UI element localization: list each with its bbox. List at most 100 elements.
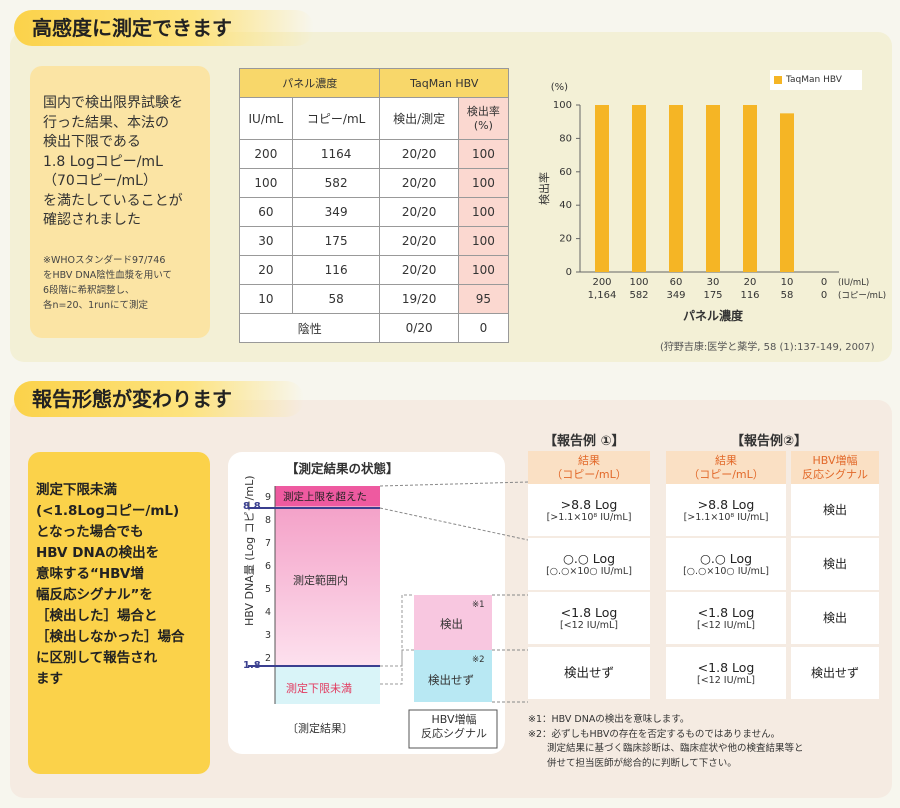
table-cell: 175	[291, 226, 381, 256]
report-cell: ○.○ Log [○.○×10○ IU/mL]	[666, 538, 786, 590]
x-tick-label-copies: 582	[629, 290, 648, 301]
report-cell: >8.8 Log [>1.1×10⁸ IU/mL]	[666, 484, 786, 536]
report-signal: 検出せず	[810, 666, 859, 680]
mark-upper: 8.8	[243, 501, 261, 512]
table-cell: 116	[291, 255, 381, 285]
detection-rate-chart: 020406080100(%)検出率2001,16410058260349301…	[537, 82, 886, 323]
table-cell: 10	[239, 284, 293, 314]
y-tick-label: 20	[559, 234, 572, 245]
bar	[780, 113, 794, 272]
table-cell: 100	[457, 226, 510, 256]
report-cell: <1.8 Log [<12 IU/mL]	[666, 647, 786, 699]
legend-swatch	[774, 75, 782, 84]
report-main: ○.○ Log	[699, 551, 753, 566]
report-signal: 検出	[822, 557, 847, 571]
table-cell: 100	[457, 255, 510, 285]
report-main: <1.8 Log	[697, 660, 755, 675]
bar	[669, 105, 683, 272]
report1-title: 【報告例 ①】	[544, 434, 625, 449]
table-row: 100 582 20/20 100	[239, 168, 510, 198]
state-ytick: 5	[265, 584, 272, 595]
x-tick-label: 60	[670, 277, 683, 288]
table-cell: 100	[457, 168, 510, 198]
signal-caption: HBV増幅 反応シグナル	[421, 713, 487, 740]
x-tick-label-copies: 1,164	[588, 290, 617, 301]
state-ytick: 9	[265, 492, 272, 503]
state-title: 【測定結果の状態】	[286, 461, 399, 476]
report-signal: 検出	[822, 503, 847, 517]
result-caption: 〔測定結果〕	[287, 722, 353, 735]
table-row: 20 116 20/20 100	[239, 255, 510, 285]
table-cell: 20/20	[379, 139, 459, 169]
x-tick-label-copies: 349	[666, 290, 685, 301]
report-sub: [>1.1×10⁸ IU/mL]	[546, 512, 632, 523]
report2-col-signal: HBV増幅 反応シグナル	[791, 451, 879, 484]
bar	[632, 105, 646, 272]
y-tick-label: 0	[566, 267, 572, 278]
y-tick-label: 80	[559, 133, 572, 144]
report-main: >8.8 Log	[697, 497, 755, 512]
y-tick-label: 100	[553, 100, 572, 111]
detect-label: 検出	[440, 617, 463, 631]
detect-box	[414, 595, 492, 650]
report-cell: 検出せず	[791, 647, 879, 699]
report-cell: 検出せず	[528, 647, 650, 699]
report-main: <1.8 Log	[697, 605, 755, 620]
sensitivity-note-sub: ※WHOスタンダード97/746 をHBV DNA陰性血漿を用いて 6段階に希釈…	[43, 254, 173, 311]
note2-mark: ※2	[472, 655, 485, 665]
report-main: ○.○ Log	[562, 551, 616, 566]
report-sub: [<12 IU/mL]	[697, 675, 755, 686]
legend-label: TaqMan HBV	[786, 75, 842, 85]
report-cell: 検出	[791, 592, 879, 644]
table-cell: 20/20	[379, 255, 459, 285]
table-row: 200 1164 20/20 100	[239, 139, 510, 169]
range-upper-band	[275, 486, 380, 506]
chart-legend: TaqMan HBV	[770, 70, 862, 90]
table-cell: 60	[239, 197, 293, 227]
report-format-text: 測定下限未満 (<1.8Logコピー/mL) となった場合でも HBV DNAの…	[36, 482, 185, 687]
x-tick-label-copies: 116	[740, 290, 759, 301]
state-ytick: 2	[265, 653, 272, 664]
y-tick-label: 40	[559, 200, 572, 211]
upper-label: 測定上限を超えた	[283, 491, 367, 503]
report-cell: <1.8 Log [<12 IU/mL]	[666, 592, 786, 644]
nodetect-label: 検出せず	[428, 673, 474, 687]
state-ytick: 6	[265, 561, 272, 572]
y-tick-label: 60	[559, 167, 572, 178]
col-copies: コピー/mL	[291, 97, 381, 140]
sensitivity-note-main: 国内で検出限界試験を 行った結果、本法の 検出下限である 1.8 Logコピー/…	[43, 95, 183, 228]
bar	[706, 105, 720, 272]
x-axis-label: パネル濃度	[683, 308, 744, 323]
nodetect-box	[414, 650, 492, 702]
report-sub: [<12 IU/mL]	[697, 620, 755, 631]
neg-rate: 0	[457, 313, 510, 343]
x-tick-label-copies: 0	[821, 290, 827, 301]
table-cell: 100	[457, 139, 510, 169]
table-cell: 1164	[291, 139, 381, 169]
table-cell: 20/20	[379, 226, 459, 256]
y-unit: (%)	[551, 82, 568, 93]
bar	[595, 105, 609, 272]
report-main: 検出せず	[563, 665, 614, 680]
table-group-panel: パネル濃度	[238, 68, 381, 98]
report2-title: 【報告例②】	[731, 434, 808, 449]
state-ytick: 7	[265, 538, 272, 549]
table-cell: 200	[239, 139, 293, 169]
state-ytick: 8	[265, 515, 272, 526]
x-tick-label: 200	[592, 277, 611, 288]
table-row: 30 175 20/20 100	[239, 226, 510, 256]
state-ytick: 3	[265, 630, 272, 641]
y-axis-label: 検出率	[537, 172, 551, 205]
footnotes: ※1：HBV DNAの検出を意味します。 ※2：必ずしもHBVの存在を否定するも…	[528, 714, 804, 769]
table-row: 10 58 19/20 95	[239, 284, 510, 314]
detection-table: パネル濃度 TaqMan HBV IU/mL コピー/mL 検出/測定 検出率 …	[238, 68, 510, 343]
x-tick-label: 30	[707, 277, 720, 288]
citation: (狩野吉康:医学と薬学, 58 (1):137-149, 2007)	[660, 342, 875, 353]
mid-label: 測定範囲内	[293, 574, 348, 587]
report-format-note: 測定下限未満 (<1.8Logコピー/mL) となった場合でも HBV DNAの…	[28, 452, 210, 774]
table-cell: 20	[239, 255, 293, 285]
table-cell: 58	[291, 284, 381, 314]
table-cell: 20/20	[379, 168, 459, 198]
table-cell: 30	[239, 226, 293, 256]
mark-lower: 1.8	[243, 660, 261, 671]
